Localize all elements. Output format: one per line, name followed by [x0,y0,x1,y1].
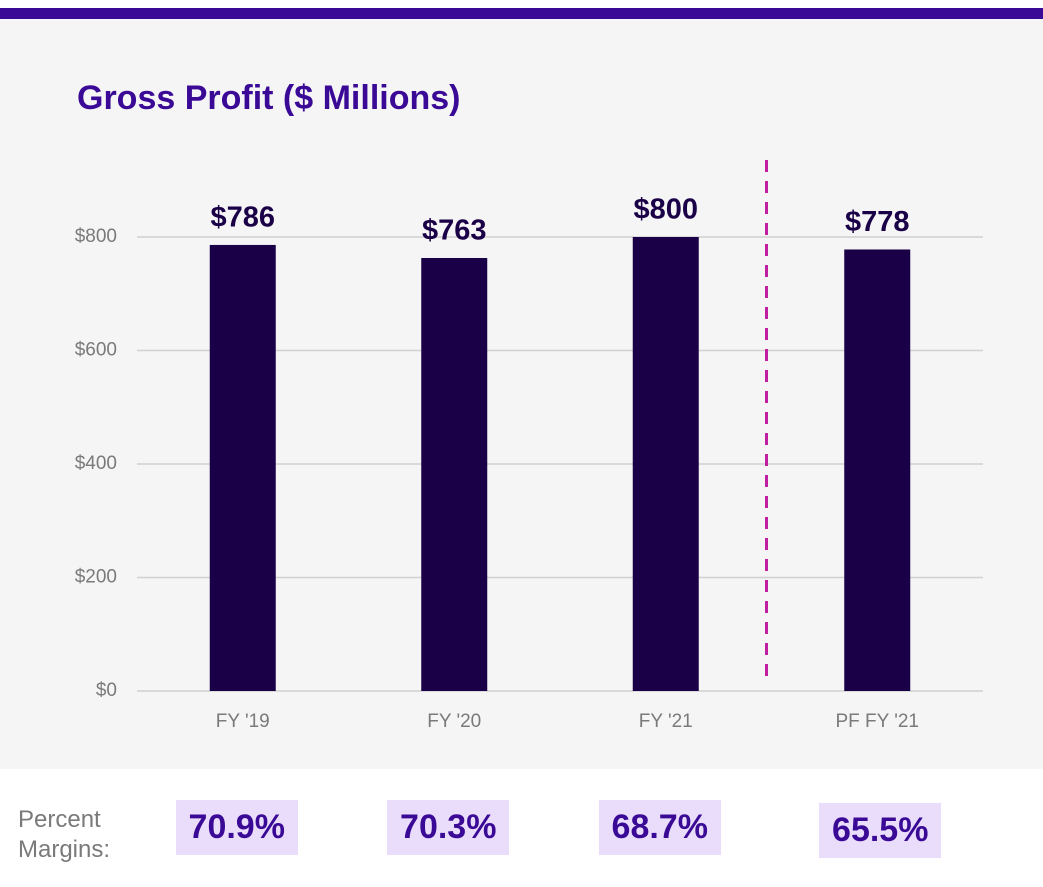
bar [421,257,488,691]
margins-label: Percent Margins: [18,806,111,863]
bar [632,237,699,691]
margin-box: 65.5% [819,803,942,858]
x-tick-label: FY '20 [427,711,481,732]
y-tick-label: $600 [75,340,117,361]
x-tick-label: FY '19 [216,711,270,732]
y-tick-label: $0 [96,680,117,701]
value-label: $778 [845,206,910,238]
margin-box: 70.9% [175,800,298,855]
top-bar [0,8,1043,19]
margin-box: 68.7% [598,800,721,855]
value-label: $800 [633,194,698,226]
margin-box: 70.3% [387,800,510,855]
bar [209,244,276,691]
x-tick-label: PF FY '21 [835,711,919,732]
bar [844,249,911,692]
value-label: $786 [210,202,275,234]
y-tick-label: $800 [75,226,117,247]
chart-title: Gross Profit ($ Millions) [77,79,460,117]
y-tick-label: $400 [75,453,117,474]
value-label: $763 [422,215,487,247]
x-tick-label: FY '21 [639,711,693,732]
y-tick-label: $200 [75,567,117,588]
